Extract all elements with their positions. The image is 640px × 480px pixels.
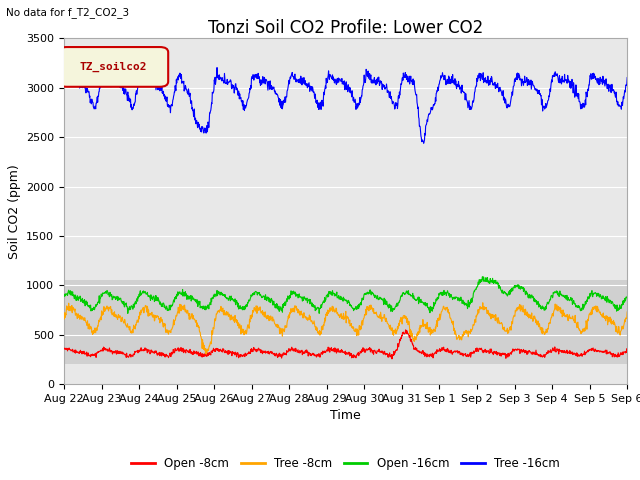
Tree -8cm [202,351,210,357]
Tree -8cm [186,316,193,322]
Open -16cm [172,293,180,299]
Open -8cm [623,347,631,352]
Open -8cm [402,327,410,333]
Open -16cm [186,296,193,302]
Tree -16cm [186,94,193,99]
X-axis label: Time: Time [330,409,361,422]
Tree -8cm [508,325,515,331]
Tree -16cm [420,141,428,146]
Open -8cm [172,348,179,353]
Tree -8cm [433,324,441,329]
Tree -8cm [557,311,565,316]
Tree -8cm [479,300,486,306]
Tree -16cm [249,75,257,81]
Open -16cm [623,294,631,300]
Tree -16cm [172,86,179,92]
Tree -8cm [249,308,257,313]
Legend: Open -8cm, Tree -8cm, Open -16cm, Tree -16cm: Open -8cm, Tree -8cm, Open -16cm, Tree -… [127,453,564,475]
Open -16cm [508,286,515,292]
Y-axis label: Soil CO2 (ppm): Soil CO2 (ppm) [8,164,20,259]
Open -8cm [434,349,442,355]
Open -16cm [479,274,486,280]
Line: Open -16cm: Open -16cm [64,277,627,313]
Open -16cm [249,291,257,297]
Open -16cm [433,295,441,300]
Tree -16cm [213,65,221,71]
Open -8cm [388,356,396,362]
Tree -16cm [434,84,442,90]
Tree -16cm [623,75,631,81]
Text: TZ_soilco2: TZ_soilco2 [80,62,147,72]
Open -16cm [557,291,565,297]
Open -16cm [124,311,132,316]
Line: Tree -16cm: Tree -16cm [64,68,627,144]
Tree -16cm [557,76,565,82]
Open -8cm [508,351,515,357]
Tree -8cm [623,309,631,315]
Open -8cm [186,348,193,354]
Tree -8cm [172,316,179,322]
Tree -16cm [508,94,515,100]
Open -8cm [557,348,565,354]
Tree -8cm [60,316,68,322]
Open -8cm [248,347,256,353]
Line: Open -8cm: Open -8cm [64,330,627,359]
Title: Tonzi Soil CO2 Profile: Lower CO2: Tonzi Soil CO2 Profile: Lower CO2 [208,19,483,37]
Tree -16cm [60,78,68,84]
FancyBboxPatch shape [58,47,168,87]
Open -8cm [60,346,68,352]
Bar [64,280,627,364]
Line: Tree -8cm: Tree -8cm [64,303,627,354]
Text: No data for f_T2_CO2_3: No data for f_T2_CO2_3 [6,7,129,18]
Open -16cm [60,293,68,299]
